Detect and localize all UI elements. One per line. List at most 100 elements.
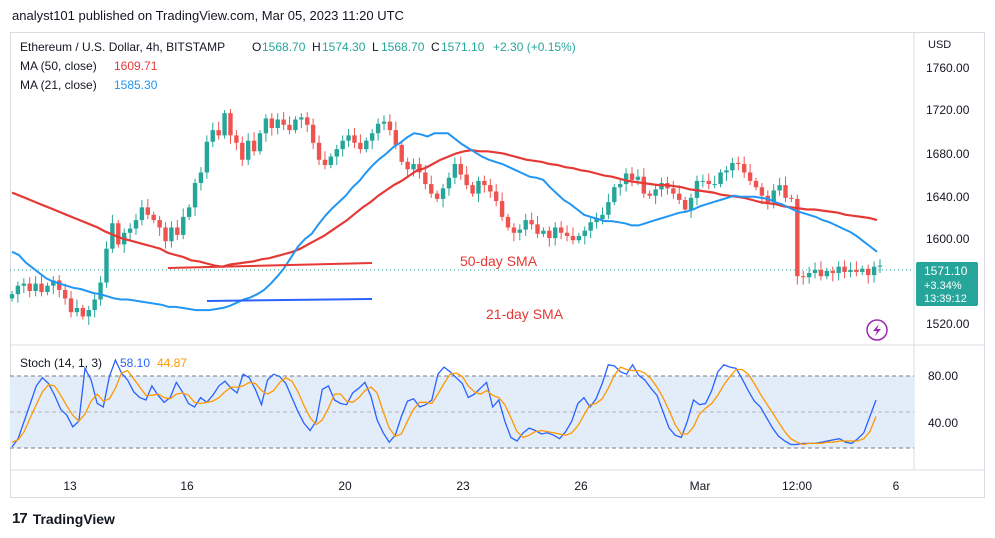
candle-body[interactable] (234, 135, 239, 143)
candle-body[interactable] (564, 232, 570, 236)
candle-body[interactable] (848, 269, 853, 272)
candle-body[interactable] (216, 130, 221, 136)
candle-body[interactable] (541, 230, 546, 234)
candle-body[interactable] (9, 294, 15, 299)
candle-body[interactable] (98, 282, 103, 300)
candle-body[interactable] (789, 197, 794, 199)
candle-body[interactable] (381, 121, 387, 124)
candle-body[interactable] (871, 266, 877, 276)
candle-body[interactable] (310, 124, 316, 143)
candle-body[interactable] (812, 269, 818, 274)
candle-body[interactable] (741, 163, 747, 173)
candle-body[interactable] (488, 185, 493, 192)
candle-body[interactable] (181, 216, 186, 235)
candle-body[interactable] (305, 117, 310, 125)
candle-body[interactable] (452, 163, 458, 178)
candle-body[interactable] (535, 224, 540, 234)
candle-body[interactable] (163, 227, 168, 242)
candle-body[interactable] (281, 119, 286, 125)
candle-body[interactable] (523, 220, 528, 230)
candle-body[interactable] (854, 269, 859, 272)
candle-body[interactable] (759, 187, 765, 196)
candle-body[interactable] (553, 227, 558, 239)
candle-body[interactable] (293, 119, 298, 131)
candle-body[interactable] (641, 176, 647, 194)
candle-body[interactable] (210, 130, 215, 142)
candle-body[interactable] (139, 207, 145, 221)
candle-body[interactable] (251, 140, 257, 152)
candle-body[interactable] (423, 172, 428, 185)
candle-body[interactable] (417, 163, 422, 173)
candle-body[interactable] (328, 156, 334, 166)
candle-body[interactable] (204, 141, 210, 173)
candle-body[interactable] (434, 193, 440, 199)
candle-body[interactable] (836, 266, 841, 274)
candle-body[interactable] (340, 140, 345, 150)
candle-body[interactable] (529, 220, 534, 225)
candle-body[interactable] (653, 189, 658, 196)
tradingview-branding[interactable]: 17 TradingView (12, 510, 115, 527)
candle-body[interactable] (594, 219, 599, 223)
candle-body[interactable] (865, 268, 871, 276)
candle-body[interactable] (269, 118, 275, 128)
candle-body[interactable] (818, 269, 824, 277)
candle-body[interactable] (352, 135, 357, 143)
candle-body[interactable] (718, 172, 723, 185)
candle-body[interactable] (470, 185, 475, 194)
candle-body[interactable] (860, 268, 865, 272)
candle-body[interactable] (21, 283, 27, 286)
candle-body[interactable] (795, 198, 800, 277)
candle-body[interactable] (198, 172, 204, 184)
candle-body[interactable] (104, 248, 109, 283)
candle-body[interactable] (322, 159, 328, 166)
candle-body[interactable] (369, 133, 375, 141)
candle-body[interactable] (783, 185, 788, 198)
candle-body[interactable] (588, 222, 593, 231)
sma21-annotation-line[interactable] (206, 298, 373, 302)
candle-body[interactable] (39, 283, 44, 293)
candle-body[interactable] (806, 273, 812, 278)
stoch-k-line[interactable] (11, 358, 877, 448)
candle-body[interactable] (440, 188, 446, 199)
candle-body[interactable] (801, 276, 806, 278)
candle-body[interactable] (358, 142, 363, 150)
candle-body[interactable] (186, 207, 192, 217)
candle-body[interactable] (505, 216, 511, 228)
candle-body[interactable] (464, 174, 469, 186)
candle-body[interactable] (429, 184, 434, 194)
candle-body[interactable] (499, 201, 505, 217)
candle-body[interactable] (677, 193, 682, 200)
candle-body[interactable] (393, 130, 399, 145)
candle-body[interactable] (364, 140, 369, 150)
candle-body[interactable] (62, 289, 68, 299)
candle-body[interactable] (629, 173, 635, 180)
candle-body[interactable] (730, 162, 735, 171)
candle-body[interactable] (275, 119, 280, 128)
candle-body[interactable] (777, 185, 782, 191)
candle-body[interactable] (145, 207, 151, 215)
candle-body[interactable] (405, 161, 410, 170)
candle-body[interactable] (659, 183, 664, 190)
lightning-icon[interactable] (866, 319, 888, 341)
candle-body[interactable] (387, 121, 393, 131)
candle-body[interactable] (133, 220, 139, 229)
candle-body[interactable] (334, 149, 339, 157)
candle-body[interactable] (493, 191, 499, 202)
candle-body[interactable] (375, 123, 381, 134)
candle-body[interactable] (830, 270, 835, 274)
candle-body[interactable] (169, 227, 174, 242)
candle-body[interactable] (411, 163, 416, 170)
candle-body[interactable] (74, 307, 80, 313)
candle-body[interactable] (15, 285, 21, 295)
candle-body[interactable] (92, 299, 97, 311)
candle-body[interactable] (116, 223, 121, 245)
candle-body[interactable] (192, 183, 198, 208)
candle-body[interactable] (110, 223, 115, 249)
candle-body[interactable] (647, 193, 652, 196)
candle-body[interactable] (151, 214, 156, 221)
candlestick-series[interactable] (9, 108, 883, 325)
candle-body[interactable] (51, 280, 56, 286)
candle-body[interactable] (517, 229, 523, 233)
candle-body[interactable] (263, 118, 269, 134)
candle-body[interactable] (570, 235, 576, 241)
